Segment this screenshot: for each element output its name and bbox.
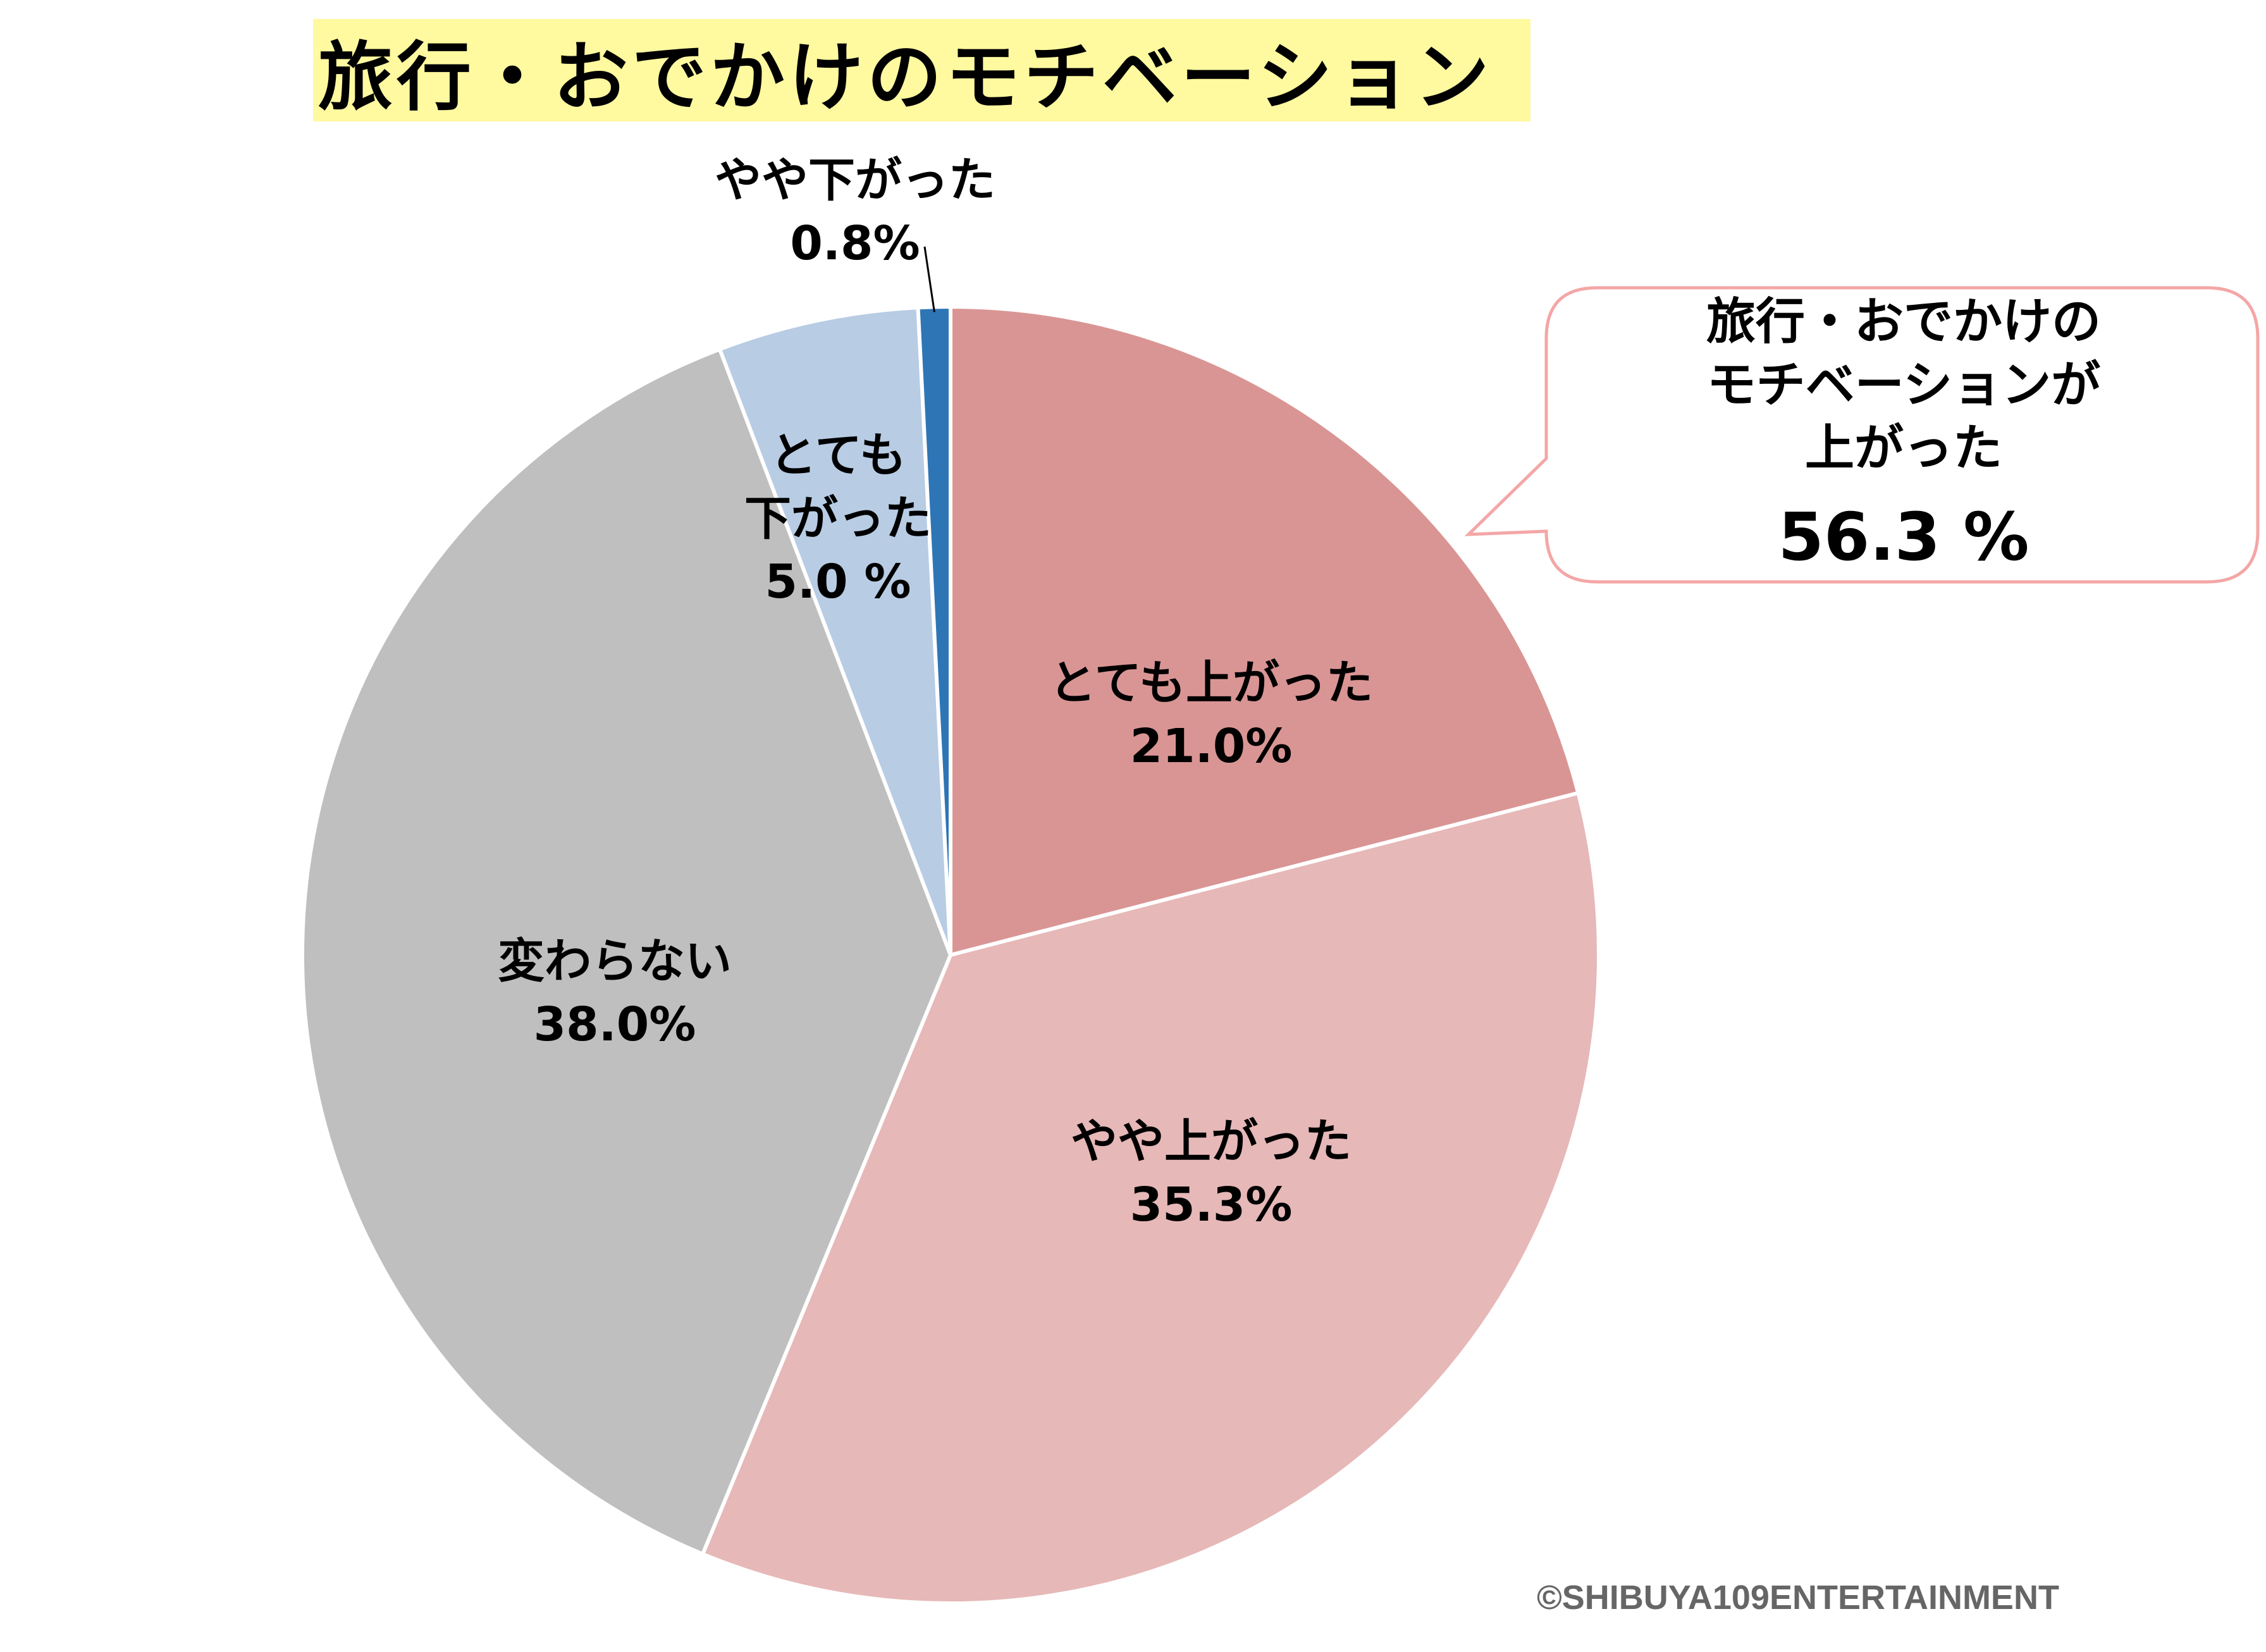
callout-value: 56.3 % [1778, 498, 2029, 576]
label-unchanged-text: 変わらない [498, 934, 732, 989]
callout-text: 旅行・おでかけの [1706, 293, 2101, 350]
label-slightly-down-value: 0.8% [790, 216, 920, 271]
label-slightly-down-text: やや下がった [715, 153, 995, 207]
label-slightly-down: やや下がった 0.8% [715, 153, 995, 271]
label-very-down-value: 5.0 % [765, 555, 911, 609]
label-unchanged-value: 38.0% [534, 997, 696, 1052]
chart-title-box: 旅行・おでかけのモチベーション [313, 19, 1530, 121]
label-very-up-value: 21.0% [1130, 719, 1293, 774]
label-unchanged: 変わらない 38.0% [498, 934, 732, 1052]
slice-slightly-up [700, 791, 1601, 1605]
slice-very-up [949, 304, 1581, 958]
copyright-notice: ©SHIBUYA109ENTERTAINMENT [1537, 1579, 2059, 1617]
slice-unchanged [300, 347, 953, 1557]
callout-text: 上がった [1805, 420, 2002, 477]
leader-line-slightly-down [923, 246, 935, 312]
chart-title: 旅行・おでかけのモチベーション [318, 33, 1493, 121]
label-slightly-up-text: やや上がった [1071, 1114, 1352, 1169]
slice-very-down [717, 305, 952, 956]
label-very-down-text: 下がった [744, 491, 932, 546]
label-slightly-up: やや上がった 35.3% [1071, 1114, 1352, 1232]
callout-bubble [1464, 286, 2260, 584]
callout-text: モチベーションが [1707, 357, 2100, 414]
label-very-down-text: とても [770, 428, 906, 483]
label-very-up: とても上がった 21.0% [1049, 656, 1373, 774]
label-very-up-text: とても上がった [1049, 656, 1373, 710]
label-slightly-up-value: 35.3% [1130, 1178, 1293, 1232]
